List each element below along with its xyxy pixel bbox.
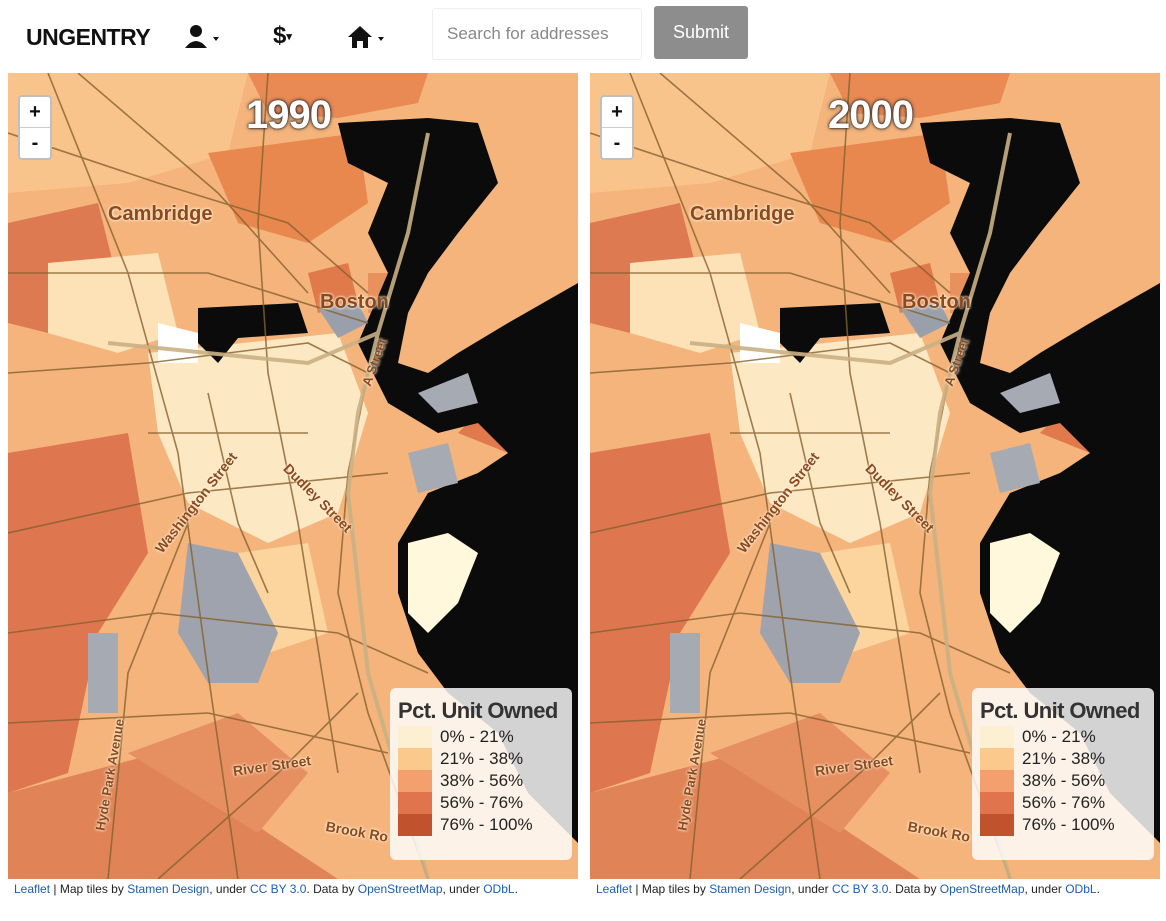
legend-label: 56% - 76% xyxy=(440,793,524,812)
legend-row: 0% - 21% xyxy=(980,726,1146,748)
legend-swatch xyxy=(980,726,1014,748)
legend-label: 0% - 21% xyxy=(1022,727,1096,746)
zoom-out[interactable]: - xyxy=(31,132,39,154)
attribution-text: , under xyxy=(791,882,832,896)
zoom-control: + - xyxy=(18,95,52,160)
attribution-text: | Map tiles by xyxy=(50,882,128,896)
brand[interactable]: UNGENTRY xyxy=(26,24,151,50)
zoom-out[interactable]: - xyxy=(613,132,621,154)
submit-button[interactable]: Submit xyxy=(654,6,748,59)
legend-row: 21% - 38% xyxy=(398,748,564,770)
search-input[interactable]: Search for addresses xyxy=(432,8,642,60)
attribution-link[interactable]: Leaflet xyxy=(596,882,633,896)
legend: Pct. Unit Owned 0% - 21% 21% - 38% 38% - 56… xyxy=(390,688,572,860)
legend-label: 76% - 100% xyxy=(1022,815,1115,834)
legend-label: 38% - 56% xyxy=(440,771,524,790)
year-title: 1990 xyxy=(246,93,332,137)
legend-row: 38% - 56% xyxy=(980,770,1146,792)
legend-swatch xyxy=(398,814,432,836)
map-label: Boston xyxy=(902,291,971,313)
legend-label: 38% - 56% xyxy=(1022,771,1106,790)
attribution-text: , under xyxy=(442,882,484,896)
attribution-text: . Data by xyxy=(306,882,358,896)
legend-swatch xyxy=(398,770,432,792)
legend-label: 0% - 21% xyxy=(440,727,514,746)
navbar: UNGENTRY $▾ Search for addresses Submit xyxy=(0,0,1166,73)
attribution-link[interactable]: OpenStreetMap xyxy=(939,882,1025,896)
legend-label: 76% - 100% xyxy=(440,815,533,834)
year-title: 2000 xyxy=(828,93,914,137)
attribution: Leaflet | Map tiles by Stamen Design, un… xyxy=(14,880,584,898)
price-menu[interactable]: $▾ xyxy=(273,22,292,49)
attribution-text: | Map tiles by xyxy=(632,882,710,896)
attribution-link[interactable]: OpenStreetMap xyxy=(357,882,443,896)
legend-title: Pct. Unit Owned xyxy=(398,698,558,723)
legend-label: 21% - 38% xyxy=(440,749,524,768)
attribution-link[interactable]: ODbL xyxy=(483,882,515,896)
map[interactable]: Cambridge Boston Washington Street Dudley S… xyxy=(8,73,578,879)
attribution-text: . xyxy=(514,882,518,896)
legend-row: 76% - 100% xyxy=(398,814,564,836)
attribution: Leaflet | Map tiles by Stamen Design, un… xyxy=(596,880,1166,898)
attribution-text: , under xyxy=(209,882,250,896)
map-label: Cambridge xyxy=(108,203,213,225)
zoom-in[interactable]: + xyxy=(20,97,50,128)
attribution-text: . xyxy=(1096,882,1100,896)
legend-label: 21% - 38% xyxy=(1022,749,1106,768)
legend-row: 76% - 100% xyxy=(980,814,1146,836)
attribution-text: . Data by xyxy=(888,882,940,896)
attribution-link[interactable]: Leaflet xyxy=(14,882,51,896)
attribution-text: , under xyxy=(1024,882,1066,896)
legend-swatch xyxy=(398,726,432,748)
user-menu[interactable] xyxy=(184,24,228,50)
legend-label: 56% - 76% xyxy=(1022,793,1106,812)
legend-title: Pct. Unit Owned xyxy=(980,698,1140,723)
map-label: Boston xyxy=(320,291,389,313)
home-menu[interactable] xyxy=(348,24,392,50)
attribution-link[interactable]: CC BY 3.0 xyxy=(249,882,307,896)
legend-row: 56% - 76% xyxy=(398,792,564,814)
map[interactable]: Cambridge Boston Washington Street Dudley S… xyxy=(590,73,1160,879)
price-icon: $ xyxy=(273,22,287,49)
legend-swatch xyxy=(398,792,432,814)
legend: Pct. Unit Owned 0% - 21% 21% - 38% 38% - 56… xyxy=(972,688,1154,860)
legend-swatch xyxy=(398,748,432,770)
zoom-in[interactable]: + xyxy=(602,97,632,128)
attribution-link[interactable]: Stamen Design xyxy=(127,882,210,896)
legend-row: 38% - 56% xyxy=(398,770,564,792)
legend-row: 21% - 38% xyxy=(980,748,1146,770)
legend-swatch xyxy=(980,748,1014,770)
zoom-control: + - xyxy=(600,95,634,160)
legend-swatch xyxy=(980,814,1014,836)
attribution-link[interactable]: CC BY 3.0 xyxy=(831,882,889,896)
attribution-link[interactable]: Stamen Design xyxy=(709,882,792,896)
legend-row: 56% - 76% xyxy=(980,792,1146,814)
map-label: Cambridge xyxy=(690,203,795,225)
legend-swatch xyxy=(980,770,1014,792)
attribution-link[interactable]: ODbL xyxy=(1065,882,1097,896)
legend-swatch xyxy=(980,792,1014,814)
legend-row: 0% - 21% xyxy=(398,726,564,748)
